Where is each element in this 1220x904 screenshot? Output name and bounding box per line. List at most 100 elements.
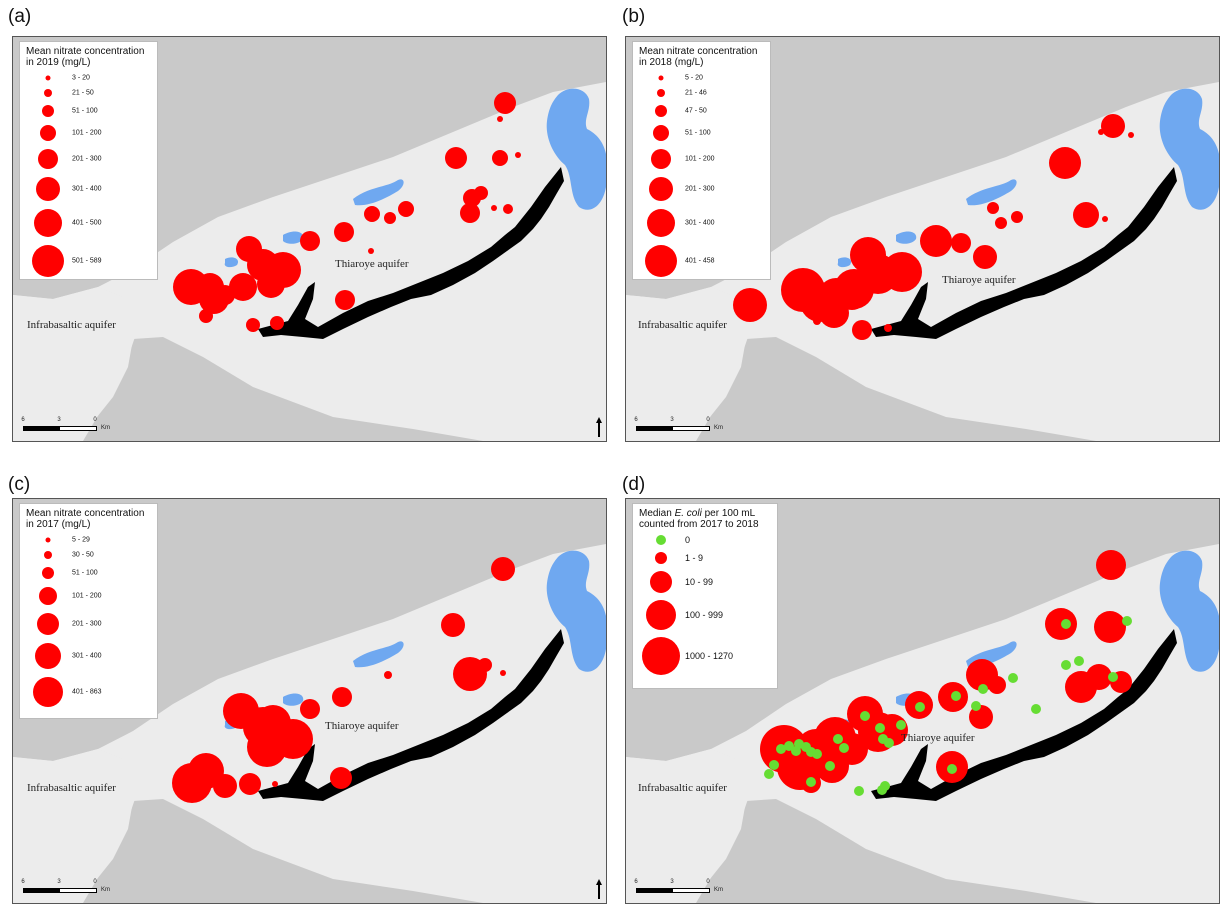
sample-site-marker bbox=[1049, 147, 1081, 179]
scale-unit: Km bbox=[101, 887, 110, 893]
sample-site-marker bbox=[463, 189, 481, 207]
legend-ecoli: Median E. coli per 100 mL counted from 2… bbox=[632, 503, 778, 689]
scale-bar-graphic bbox=[23, 888, 97, 893]
sample-site-marker bbox=[364, 206, 380, 222]
sample-site-marker bbox=[951, 233, 971, 253]
sample-site-marker bbox=[837, 280, 867, 310]
legend-class-label: 101 - 200 bbox=[72, 592, 102, 599]
legend-class-label: 401 - 458 bbox=[685, 257, 715, 264]
lake-small-2 bbox=[283, 231, 304, 244]
scale-tick: 6 bbox=[634, 879, 638, 885]
legend-symbol bbox=[647, 208, 675, 237]
sample-site-zero-marker bbox=[880, 781, 890, 791]
map-panel-a: Mean nitrate concentration in 2019 (mg/L… bbox=[12, 36, 607, 442]
sample-site-marker bbox=[1011, 211, 1023, 223]
legend-symbol bbox=[658, 75, 664, 81]
scale-tick: 0 bbox=[93, 417, 97, 423]
legend-class-label: 101 - 200 bbox=[685, 155, 715, 162]
legend-symbol bbox=[39, 586, 57, 605]
legend-symbol bbox=[656, 535, 666, 545]
legend-symbol bbox=[44, 88, 52, 97]
legend-class-label: 21 - 46 bbox=[685, 89, 707, 96]
sample-site-zero-marker bbox=[801, 742, 811, 752]
sample-site-zero-marker bbox=[1008, 673, 1018, 683]
lake-small-2 bbox=[283, 693, 304, 706]
sample-site-zero-marker bbox=[1061, 660, 1071, 670]
sample-site-marker bbox=[1073, 202, 1099, 228]
panel-label-d: (d) bbox=[622, 474, 646, 495]
sample-site-marker bbox=[445, 147, 467, 169]
lake-small bbox=[353, 179, 404, 206]
legend-title-line1: Mean nitrate concentration bbox=[639, 46, 758, 57]
legend-title-line2: counted from 2017 to 2018 bbox=[639, 519, 759, 530]
scale-tick: 3 bbox=[670, 879, 674, 885]
place-thiaroye: Thiaroye aquifer bbox=[942, 274, 1016, 286]
sample-site-marker bbox=[973, 245, 997, 269]
legend-class-label: 100 - 999 bbox=[685, 610, 724, 620]
sample-site-zero-marker bbox=[806, 777, 816, 787]
legend-class-label: 201 - 300 bbox=[72, 620, 102, 627]
north-arrow-icon bbox=[596, 417, 602, 437]
sample-site-marker bbox=[491, 205, 497, 211]
legend-class-label: 301 - 400 bbox=[72, 185, 102, 192]
legend-symbol bbox=[35, 642, 61, 669]
map-panel-b: Mean nitrate concentration in 2018 (mg/L… bbox=[625, 36, 1220, 442]
land-peninsula bbox=[13, 749, 135, 903]
sample-site-marker bbox=[172, 763, 212, 803]
sample-site-marker bbox=[272, 781, 278, 787]
sample-site-marker bbox=[257, 270, 285, 298]
sample-site-marker bbox=[199, 309, 213, 323]
legend-title-line2: in 2018 (mg/L) bbox=[639, 57, 704, 68]
legend-class-label: 5 - 29 bbox=[72, 536, 90, 544]
legend-symbol bbox=[42, 104, 54, 117]
aquifer-outcrop bbox=[871, 629, 1177, 801]
place-infrabasaltic: Infrabasaltic aquifer bbox=[638, 782, 727, 794]
land-peninsula bbox=[13, 287, 135, 441]
scale-tick: 0 bbox=[93, 879, 97, 885]
sample-site-zero-marker bbox=[915, 702, 925, 712]
place-infrabasaltic: Infrabasaltic aquifer bbox=[638, 319, 727, 331]
scale-tick: 3 bbox=[57, 417, 61, 423]
legend-symbol bbox=[653, 124, 669, 141]
legend-symbol bbox=[42, 566, 54, 579]
sample-site-marker bbox=[492, 150, 508, 166]
sample-site-marker bbox=[300, 699, 320, 719]
place-infrabasaltic: Infrabasaltic aquifer bbox=[27, 319, 116, 331]
sample-site-marker bbox=[300, 231, 320, 251]
sample-site-marker bbox=[270, 316, 284, 330]
sample-site-marker bbox=[884, 324, 892, 332]
sample-site-marker bbox=[1086, 664, 1112, 690]
scale-tick: 6 bbox=[21, 879, 25, 885]
sample-site-zero-marker bbox=[769, 760, 779, 770]
legend-title-line2: in 2017 (mg/L) bbox=[26, 519, 91, 530]
sample-site-zero-marker bbox=[825, 761, 835, 771]
place-thiaroye: Thiaroye aquifer bbox=[325, 720, 399, 732]
legend-title-line1: Median E. coli per 100 mL bbox=[639, 508, 756, 519]
sample-site-marker bbox=[494, 92, 516, 114]
legend-class-label: 5 - 20 bbox=[685, 74, 703, 82]
legend-class-label: 0 bbox=[685, 535, 691, 545]
place-infrabasaltic: Infrabasaltic aquifer bbox=[27, 782, 116, 794]
sample-site-zero-marker bbox=[784, 741, 794, 751]
scale-tick: 3 bbox=[670, 417, 674, 423]
sample-site-marker bbox=[1098, 129, 1104, 135]
place-thiaroye: Thiaroye aquifer bbox=[901, 732, 975, 744]
sample-site-marker bbox=[987, 202, 999, 214]
sample-site-marker bbox=[239, 773, 261, 795]
legend-class-label: 401 - 863 bbox=[72, 688, 102, 695]
sample-site-zero-marker bbox=[878, 734, 888, 744]
scale-bar: 6 3 0 Km bbox=[634, 417, 724, 437]
legend-title-line2: in 2019 (mg/L) bbox=[26, 57, 91, 68]
sample-site-marker bbox=[1128, 132, 1134, 138]
sample-site-zero-marker bbox=[1061, 619, 1071, 629]
scale-bar: 6 3 0 Km bbox=[21, 417, 111, 437]
sample-site-zero-marker bbox=[947, 764, 957, 774]
scale-tick: 0 bbox=[706, 879, 710, 885]
sample-site-zero-marker bbox=[875, 723, 885, 733]
legend-class-label: 30 - 50 bbox=[72, 551, 94, 558]
scale-bar-graphic bbox=[636, 426, 710, 431]
lake-small-3 bbox=[224, 257, 239, 268]
sample-site-marker bbox=[882, 252, 922, 292]
scale-tick: 6 bbox=[21, 417, 25, 423]
sample-site-zero-marker bbox=[896, 720, 906, 730]
